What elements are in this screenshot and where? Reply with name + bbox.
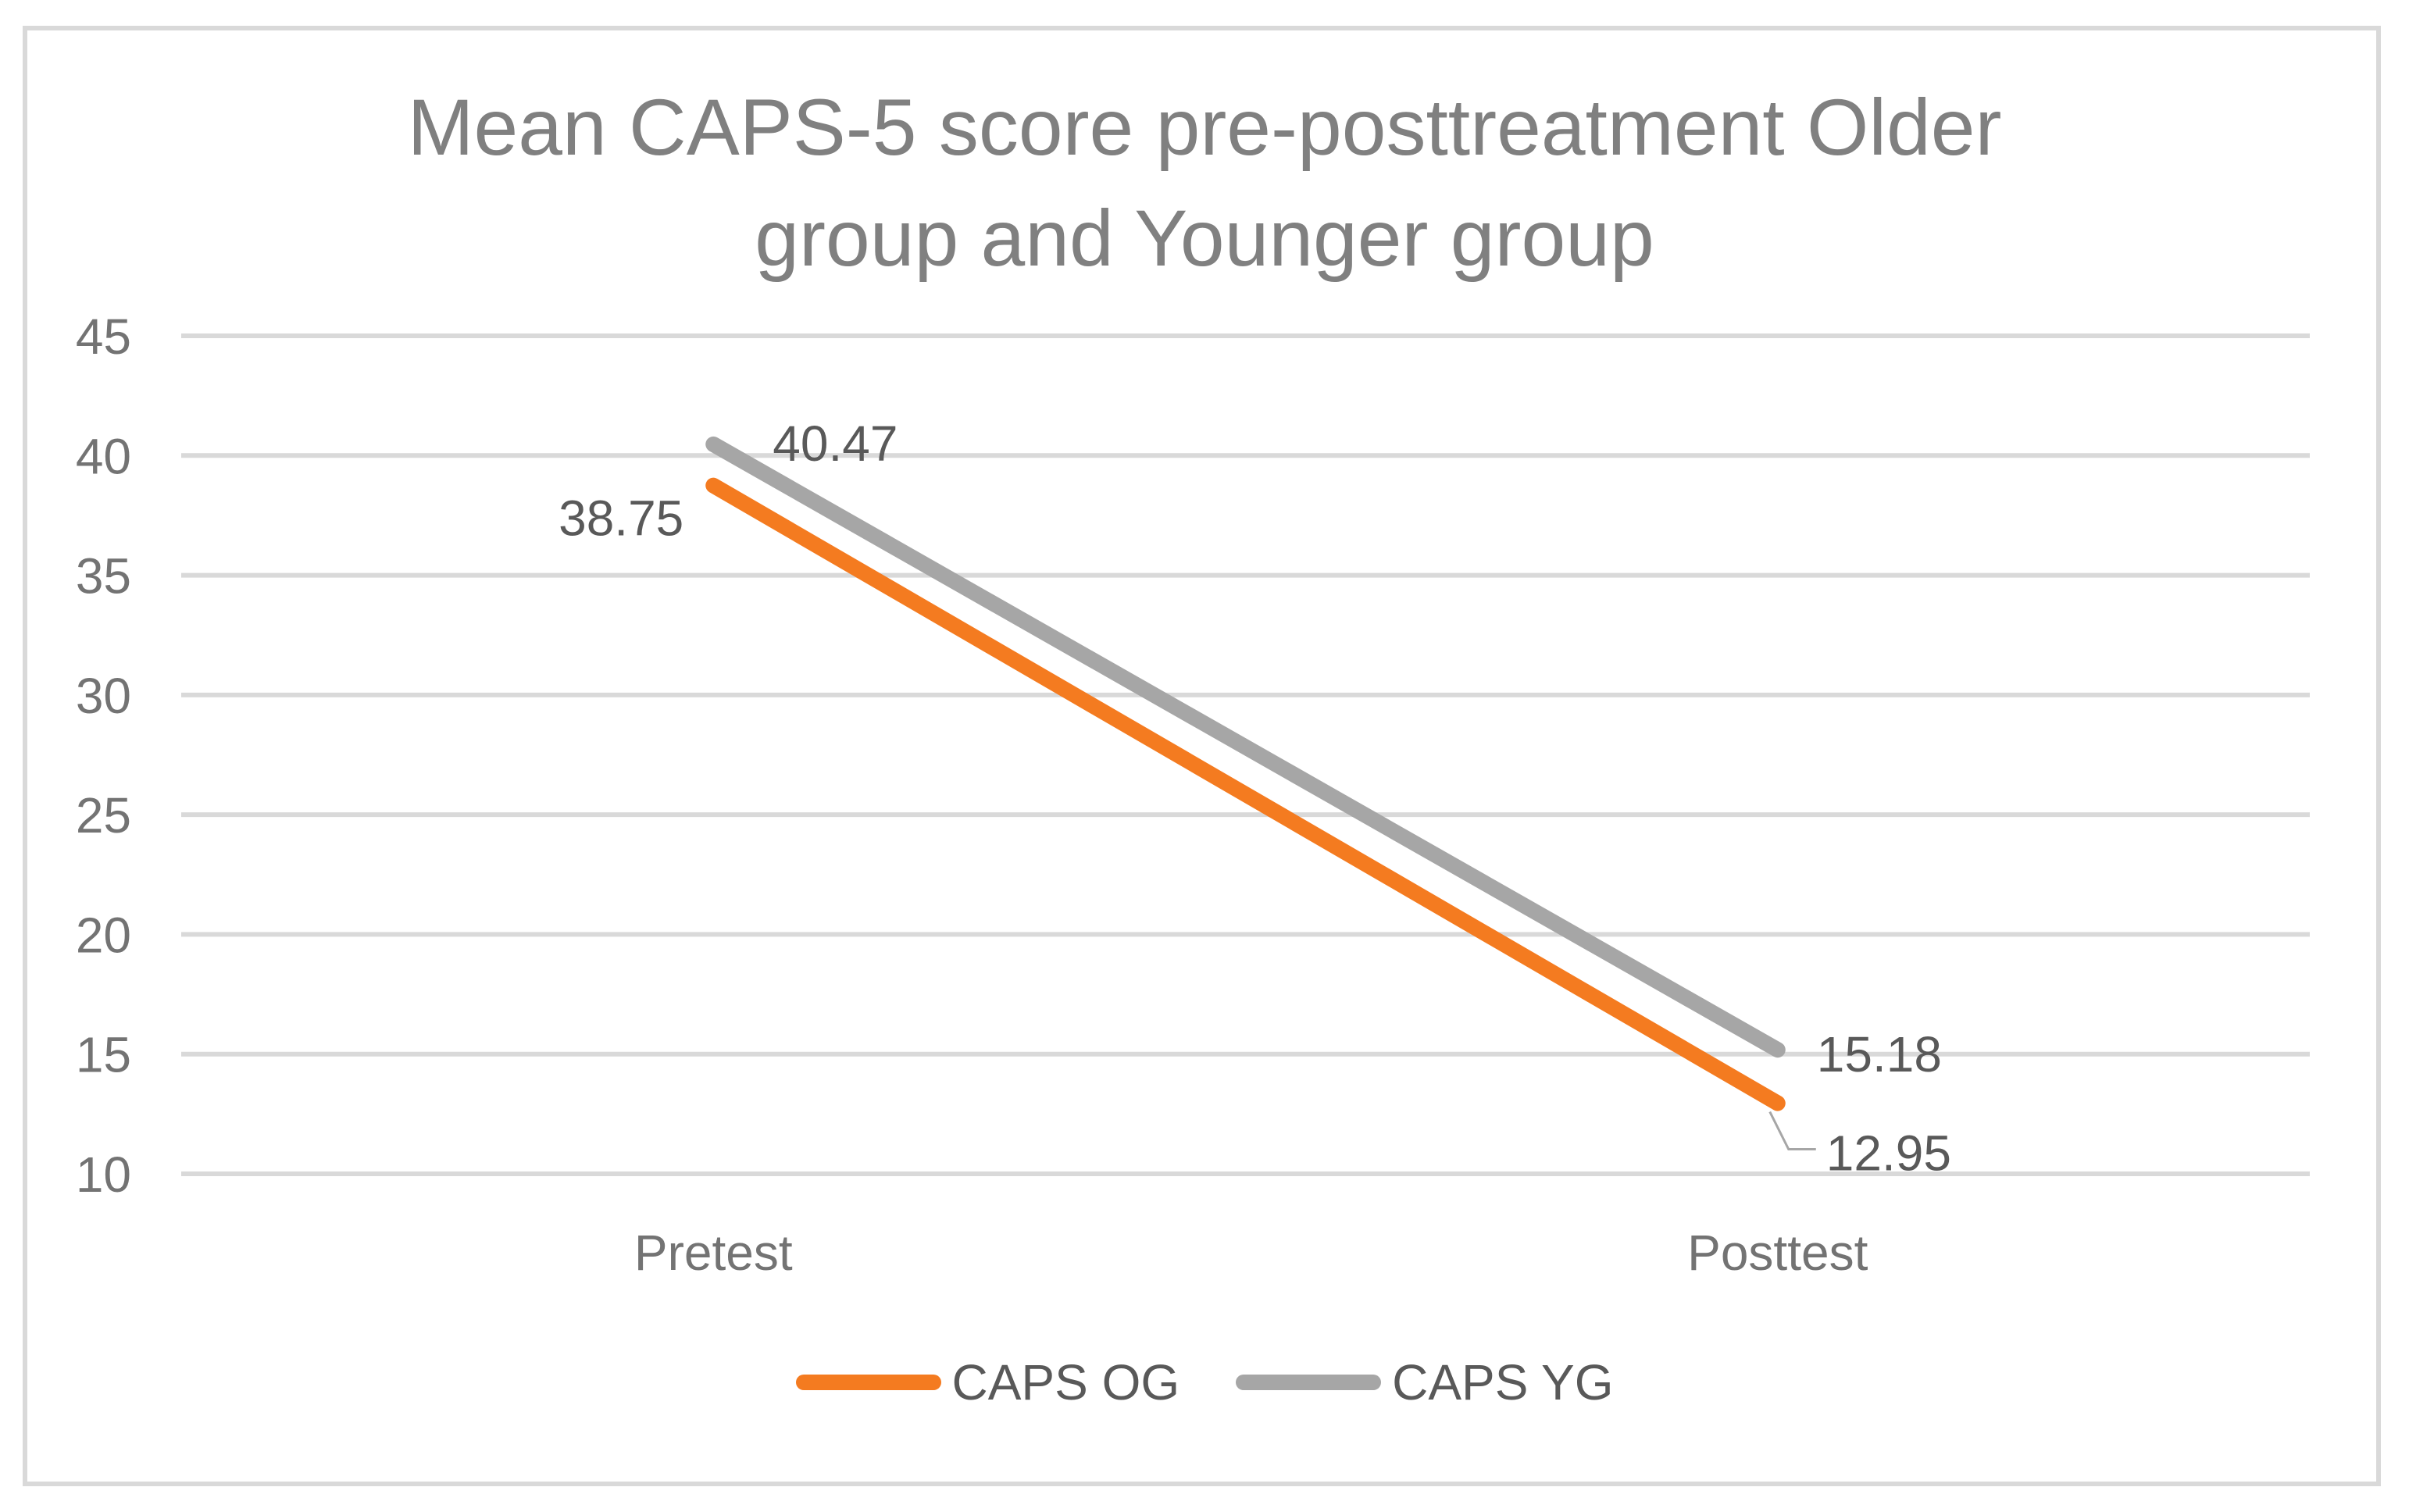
data-label-leader-caps-og — [1768, 1111, 1816, 1151]
y-tick-label-45: 45 — [76, 308, 131, 365]
data-label-caps-yg-pretest: 40.47 — [773, 415, 898, 472]
chart-frame — [23, 26, 2381, 1486]
chart-title-line1: Mean CAPS-5 score pre-posttreatment Olde… — [407, 83, 2002, 172]
series-line-caps-yg — [705, 436, 1786, 1058]
chart-title-line2: group and Younger group — [755, 194, 1654, 283]
x-category-label-pretest: Pretest — [634, 1225, 793, 1281]
legend-item-caps-og: CAPS OG — [795, 1354, 1180, 1410]
legend: CAPS OG CAPS YG — [0, 1357, 2409, 1407]
data-label-caps-og-posttest: 12.95 — [1826, 1125, 1951, 1182]
data-label-caps-og-pretest: 38.75 — [559, 490, 683, 547]
y-tick-label-15: 15 — [76, 1027, 131, 1083]
y-tick-label-25: 25 — [76, 787, 131, 843]
series-line-caps-og — [705, 477, 1786, 1111]
y-tick-label-40: 40 — [76, 428, 131, 484]
legend-swatch-caps-og — [795, 1375, 941, 1390]
legend-label-caps-yg: CAPS YG — [1392, 1354, 1614, 1410]
y-tick-label-30: 30 — [76, 668, 131, 724]
legend-label-caps-og: CAPS OG — [951, 1354, 1180, 1410]
y-tick-label-10: 10 — [76, 1146, 131, 1203]
y-tick-label-35: 35 — [76, 548, 131, 604]
chart-title: Mean CAPS-5 score pre-posttreatment Olde… — [0, 72, 2409, 294]
legend-item-caps-yg: CAPS YG — [1236, 1354, 1614, 1410]
x-category-label-posttest: Posttest — [1687, 1225, 1868, 1281]
y-tick-label-20: 20 — [76, 907, 131, 963]
data-label-caps-yg-posttest: 15.18 — [1817, 1026, 1942, 1082]
legend-swatch-caps-yg — [1236, 1375, 1382, 1390]
